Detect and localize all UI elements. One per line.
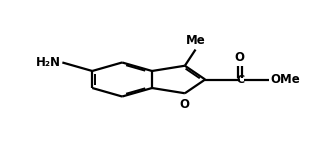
Text: Me: Me — [186, 34, 205, 47]
Text: C: C — [237, 75, 245, 85]
Text: H₂N: H₂N — [36, 56, 61, 69]
Text: OMe: OMe — [270, 73, 300, 86]
Text: O: O — [235, 51, 245, 64]
Text: O: O — [180, 98, 190, 111]
